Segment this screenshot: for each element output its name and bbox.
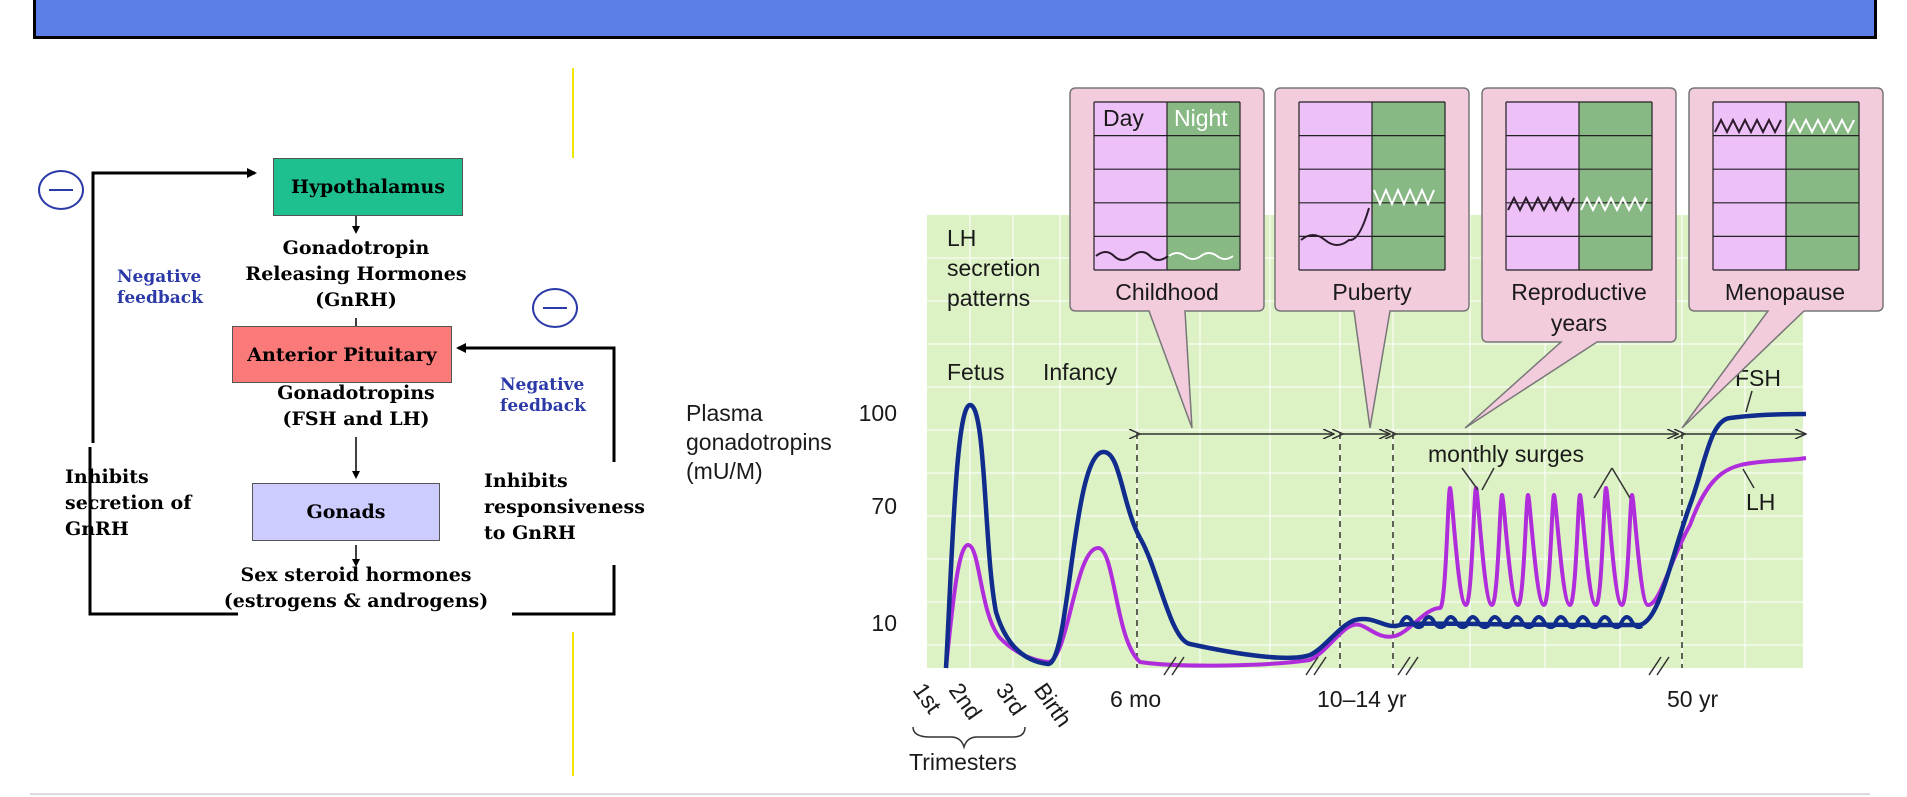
- panel-day-area: [1299, 102, 1372, 270]
- x-tick-trimester-3: 3rd: [991, 678, 1031, 720]
- axis-break-marks: [1163, 656, 1670, 676]
- gonadotropins-line-1: Gonadotropins: [277, 382, 435, 404]
- minus-sign-icon: [38, 170, 84, 210]
- x-tick-birth: Birth: [1029, 678, 1077, 732]
- y-tick-label: 100: [859, 400, 897, 426]
- x-tick-6mo: 6 mo: [1110, 686, 1161, 712]
- anterior-pituitary-box: Anterior Pituitary: [232, 326, 452, 383]
- neg-feedback-left-line-2: feedback: [117, 288, 203, 308]
- panel-night-area: [1372, 102, 1445, 270]
- y-tick-label: 10: [871, 610, 897, 636]
- y-axis-label-line-2: gonadotropins: [686, 429, 832, 455]
- inhibits-gnrh-label: Inhibits secretion of GnRH: [65, 464, 191, 542]
- panel-reproductive-label-1: Reproductive: [1511, 279, 1647, 305]
- lh-pointer: [1742, 468, 1755, 489]
- panel-day-trace: [1714, 117, 1782, 135]
- footer-line: [30, 793, 1870, 795]
- fsh-curve: [943, 402, 1807, 669]
- inhibits-left-line-3: GnRH: [65, 518, 129, 540]
- panel-puberty-label: Puberty: [1332, 279, 1412, 305]
- inhibits-right-line-1: Inhibits: [484, 470, 568, 492]
- y-axis-label-line-3: (mU/M): [686, 458, 763, 484]
- panel-night-trace: [1373, 187, 1435, 207]
- infancy-label: Infancy: [1043, 359, 1118, 385]
- panel-day-trace: [1095, 251, 1169, 261]
- panel-menopause-label: Menopause: [1725, 279, 1845, 305]
- neg-feedback-right-line-2: feedback: [500, 396, 586, 416]
- gonadotropins-label: Gonadotropins (FSH and LH): [206, 380, 506, 432]
- inhibits-left-line-2: secretion of: [65, 492, 192, 514]
- panel-night-trace: [1580, 195, 1648, 213]
- y-axis-label-line-1: Plasma: [686, 400, 763, 426]
- x-tick-trimester-2: 2nd: [944, 678, 987, 724]
- trimesters-label: Trimesters: [909, 749, 1017, 775]
- gnrh-line-3: (GnRH): [315, 289, 397, 311]
- lh-pattern-panels: [1069, 87, 1884, 429]
- panel-night-area: [1579, 102, 1652, 270]
- lh-curve: [944, 456, 1807, 669]
- right-loop-bottom: [512, 565, 616, 616]
- x-tick-10-14yr: 10–14 yr: [1317, 686, 1407, 712]
- panel-day-trace: [1300, 207, 1370, 246]
- x-tick-trimester-1: 1st: [908, 678, 947, 719]
- surge-pointer: [1611, 467, 1631, 499]
- fetus-label: Fetus: [947, 359, 1005, 385]
- panel-day-label: Day: [1103, 105, 1144, 131]
- panel-day-area: [1506, 102, 1579, 270]
- inhibits-right-line-2: responsiveness: [484, 496, 645, 518]
- lh-patterns-line-1: LH: [947, 225, 976, 251]
- slide-title-bar: [33, 0, 1877, 39]
- gonadotropins-line-2: (FSH and LH): [282, 408, 430, 430]
- sex-steroids-label: Sex steroid hormones (estrogens & androg…: [216, 562, 496, 614]
- monthly-surges-label: monthly surges: [1428, 441, 1584, 467]
- panel-night-area: [1167, 102, 1240, 270]
- neg-feedback-left-line-1: Negative: [117, 267, 202, 287]
- gonads-box: Gonads: [252, 483, 440, 541]
- y-tick-label: 70: [871, 493, 897, 519]
- negative-feedback-right: Negative feedback: [500, 375, 586, 417]
- gnrh-line-2: Releasing Hormones: [245, 263, 467, 285]
- panel-day-area: [1094, 102, 1167, 270]
- panel-night-trace: [1168, 252, 1234, 260]
- surge-pointer: [1481, 467, 1495, 491]
- surge-pointer: [1593, 467, 1613, 499]
- right-loop-top-arrow: [456, 343, 616, 462]
- negative-feedback-left: Negative feedback: [117, 267, 203, 309]
- inhibits-responsiveness-label: Inhibits responsiveness to GnRH: [484, 468, 645, 546]
- sex-steroids-line-2: (estrogens & androgens): [223, 590, 489, 612]
- panel-reproductive-label-2: years: [1551, 310, 1607, 336]
- lh-patterns-line-2: secretion: [947, 255, 1040, 281]
- x-tick-50yr: 50 yr: [1667, 686, 1718, 712]
- lh-label: LH: [1746, 489, 1775, 515]
- panel-night-label: Night: [1174, 105, 1228, 131]
- panel-night-trace: [1787, 117, 1855, 135]
- fsh-pointer: [1745, 390, 1753, 413]
- surge-pointer: [1461, 467, 1479, 491]
- panel-childhood-label: Childhood: [1115, 279, 1219, 305]
- left-loop-top-arrow: [91, 168, 257, 443]
- trimesters-brace: [912, 726, 1026, 750]
- divider-line-top: [572, 68, 574, 158]
- gnrh-line-1: Gonadotropin: [282, 237, 430, 259]
- sex-steroids-line-1: Sex steroid hormones: [240, 564, 472, 586]
- hypothalamus-box: Hypothalamus: [273, 158, 463, 216]
- lh-patterns-line-3: patterns: [947, 285, 1030, 311]
- fsh-monthly-waves: [1398, 615, 1644, 630]
- gnrh-label: Gonadotropin Releasing Hormones (GnRH): [206, 235, 506, 313]
- minus-sign-icon: [532, 288, 578, 328]
- inhibits-right-line-3: to GnRH: [484, 522, 576, 544]
- inhibits-left-line-1: Inhibits: [65, 466, 149, 488]
- panel-day-trace: [1507, 195, 1575, 213]
- neg-feedback-right-line-1: Negative: [500, 375, 585, 395]
- divider-line-bottom: [572, 632, 574, 776]
- left-loop-bottom: [88, 447, 238, 616]
